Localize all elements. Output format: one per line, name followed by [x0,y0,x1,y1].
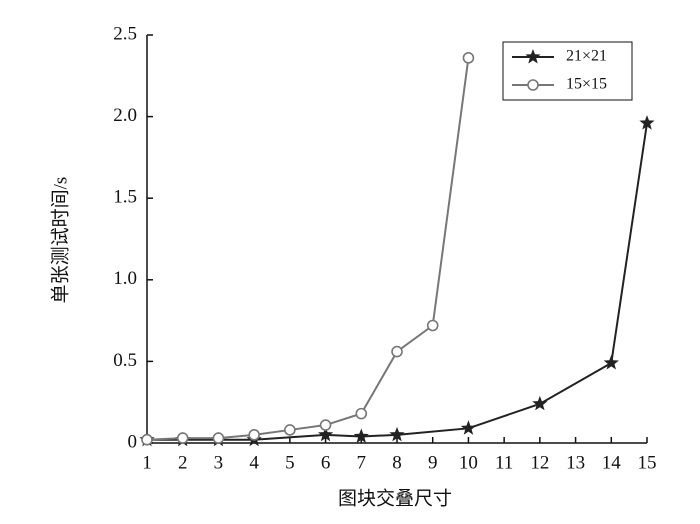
data-point [639,115,655,130]
series-line [146,57,470,441]
data-point [317,426,334,442]
x-tick-label: 8 [392,452,402,473]
data-point [284,424,296,436]
x-tick-label: 1 [142,452,152,473]
y-tick-label: 0.5 [113,350,137,371]
data-point [462,52,475,64]
data-point [248,429,260,441]
data-point [355,407,368,420]
x-tick-label: 6 [321,452,331,473]
x-tick-label: 5 [285,452,295,473]
data-point [176,432,189,444]
data-point [391,345,403,358]
data-point [426,319,439,332]
legend-box [502,41,633,101]
data-point [319,419,332,431]
y-tick-label: 0 [128,431,138,452]
data-point [603,355,619,370]
x-tick-label: 12 [530,452,549,473]
x-tick-label: 9 [428,452,438,473]
x-tick-label: 15 [638,452,657,473]
x-tick-label: 13 [566,452,585,473]
y-tick-label: 1.0 [113,268,137,289]
y-tick-label: 1.5 [113,187,137,208]
x-tick-label: 10 [459,452,478,473]
x-axis-label: 图块交叠尺寸 [338,487,452,509]
x-tick-label: 7 [357,452,367,473]
y-tick-label: 2.5 [113,23,137,44]
legend-label: 21×21 [566,48,607,65]
legend-marker [527,79,539,91]
y-axis-label: 单张测试时间/s [49,177,71,304]
x-tick-label: 11 [495,452,513,473]
x-tick-label: 4 [249,452,259,473]
data-point [141,433,153,446]
data-point [353,428,369,443]
legend-marker [525,49,541,64]
data-point [532,395,548,411]
x-tick-label: 2 [178,452,188,473]
y-tick-label: 2.0 [113,105,137,126]
legend-label: 15×15 [566,76,607,93]
data-point [212,432,225,444]
x-tick-label: 14 [602,452,622,473]
x-tick-label: 3 [214,452,224,473]
data-point [460,420,477,435]
data-point [389,426,405,442]
series-line [147,122,648,441]
